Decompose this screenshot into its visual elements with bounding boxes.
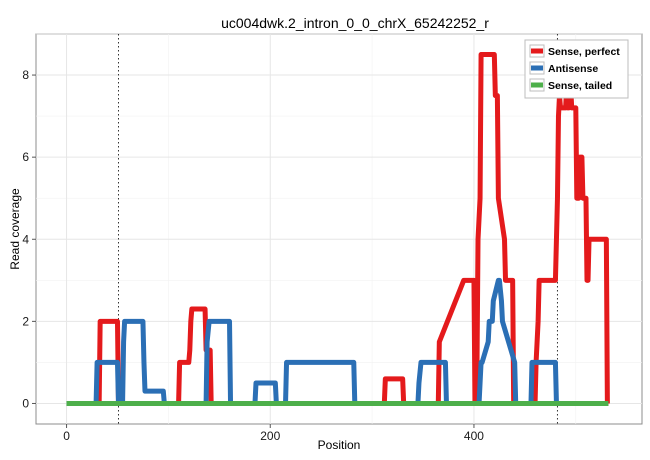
y-tick-label: 8: [22, 68, 29, 82]
plot-panel: [35, 33, 643, 425]
legend-label-antisense: Antisense: [548, 63, 598, 75]
legend-item-sense-tailed: Sense, tailed: [529, 78, 612, 92]
x-tick-label: 200: [260, 429, 280, 443]
legend-item-sense-perfect: Sense, perfect: [529, 44, 620, 58]
chart-title: uc004dwk.2_intron_0_0_chrX_65242252_r: [221, 15, 489, 31]
x-axis-ticks: 0 200 400: [63, 424, 484, 443]
x-tick-label: 0: [63, 429, 70, 443]
legend-item-antisense: Antisense: [529, 61, 598, 75]
legend-label-sense-tailed: Sense, tailed: [548, 80, 612, 92]
y-axis-ticks: 0 2 4 6 8: [22, 68, 36, 410]
y-tick-label: 6: [22, 150, 29, 164]
x-axis-title: Position: [318, 438, 361, 452]
y-tick-label: 0: [22, 396, 29, 410]
legend: Sense, perfect Antisense Sense, tailed: [524, 39, 629, 99]
y-axis-title: Read coverage: [8, 188, 22, 270]
legend-label-sense-perfect: Sense, perfect: [548, 46, 620, 58]
series-line-sense-perfect: [66, 52, 610, 406]
y-tick-label: 4: [22, 232, 29, 246]
series-lines: [66, 52, 610, 406]
x-tick-label: 400: [464, 429, 484, 443]
series-line-antisense: [66, 277, 559, 406]
y-tick-label: 2: [22, 314, 29, 328]
